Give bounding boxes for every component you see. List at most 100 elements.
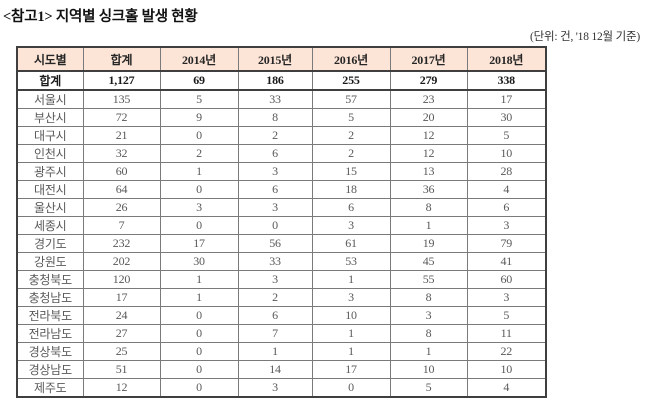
region-label: 전라북도 [16, 306, 84, 325]
total-value: 186 [237, 70, 313, 91]
table-row: 전라북도 24 0 6 10 3 5 [16, 306, 547, 325]
region-label: 세종시 [16, 216, 84, 235]
year-value: 17 [159, 234, 239, 253]
year-value: 232 [82, 234, 161, 253]
year-value: 6 [466, 198, 547, 217]
year-value: 7 [82, 216, 161, 235]
table-row: 경기도 232 17 56 61 19 79 [16, 234, 547, 253]
year-value: 24 [82, 306, 161, 325]
table-row: 경상북도 25 0 1 1 1 22 [16, 342, 547, 361]
region-label: 광주시 [16, 162, 84, 181]
column-header-total: 합계 [82, 46, 161, 72]
year-value: 10 [389, 360, 468, 379]
total-value: 69 [159, 70, 239, 91]
year-value: 135 [82, 89, 161, 109]
year-value: 6 [311, 198, 391, 217]
year-value: 51 [82, 360, 161, 379]
year-value: 8 [237, 108, 313, 127]
year-value: 3 [159, 198, 239, 217]
region-label: 강원도 [16, 252, 84, 271]
year-value: 3 [237, 162, 313, 181]
table-row: 충청남도 17 1 2 3 8 3 [16, 288, 547, 307]
year-value: 12 [389, 126, 468, 145]
year-value: 6 [237, 180, 313, 199]
year-value: 18 [311, 180, 391, 199]
year-value: 0 [159, 360, 239, 379]
region-label: 충청북도 [16, 270, 84, 289]
sinkhole-table: 시도별 합계 2014년 2015년 2016년 2017년 2018년 합계 … [16, 46, 547, 398]
year-value: 5 [311, 108, 391, 127]
year-value: 1 [311, 270, 391, 289]
year-value: 0 [159, 126, 239, 145]
table-row: 광주시 60 1 3 15 13 28 [16, 162, 547, 181]
year-value: 2 [237, 126, 313, 145]
year-value: 5 [389, 378, 468, 398]
table-row: 울산시 26 3 3 6 8 6 [16, 198, 547, 217]
year-value: 79 [466, 234, 547, 253]
year-value: 30 [466, 108, 547, 127]
year-value: 33 [237, 89, 313, 109]
year-value: 2 [237, 288, 313, 307]
year-value: 5 [466, 126, 547, 145]
year-value: 0 [159, 342, 239, 361]
year-value: 41 [466, 252, 547, 271]
year-value: 56 [237, 234, 313, 253]
region-label: 충청남도 [16, 288, 84, 307]
year-value: 8 [389, 324, 468, 343]
year-value: 20 [389, 108, 468, 127]
year-value: 2 [311, 144, 391, 163]
table-row: 세종시 7 0 0 3 1 3 [16, 216, 547, 235]
year-value: 55 [389, 270, 468, 289]
region-label: 경기도 [16, 234, 84, 253]
table-row: 제주도 12 0 3 0 5 4 [16, 378, 547, 398]
unit-note: (단위: 건, '18 12월 기준) [530, 31, 640, 43]
column-header-2015: 2015년 [237, 46, 313, 72]
table-row: 강원도 202 30 33 53 45 41 [16, 252, 547, 271]
table-row: 인천시 32 2 6 2 12 10 [16, 144, 547, 163]
year-value: 1 [159, 270, 239, 289]
year-value: 36 [389, 180, 468, 199]
year-value: 3 [237, 270, 313, 289]
year-value: 8 [389, 288, 468, 307]
year-value: 6 [237, 306, 313, 325]
year-value: 25 [82, 342, 161, 361]
year-value: 17 [466, 89, 547, 109]
year-value: 2 [311, 126, 391, 145]
year-value: 11 [466, 324, 547, 343]
year-value: 19 [389, 234, 468, 253]
region-label: 전라남도 [16, 324, 84, 343]
year-value: 6 [237, 144, 313, 163]
region-label: 울산시 [16, 198, 84, 217]
year-value: 53 [311, 252, 391, 271]
year-value: 4 [466, 378, 547, 398]
year-value: 3 [466, 216, 547, 235]
year-value: 5 [159, 89, 239, 109]
table-row: 충청북도 120 1 3 1 55 60 [16, 270, 547, 289]
region-label: 대전시 [16, 180, 84, 199]
region-label: 부산시 [16, 108, 84, 127]
region-label: 인천시 [16, 144, 84, 163]
year-value: 1 [389, 342, 468, 361]
total-row-label: 합계 [16, 70, 84, 91]
report-page: <참고1> 지역별 싱크홀 발생 현황 (단위: 건, '18 12월 기준) … [3, 9, 640, 398]
year-value: 12 [389, 144, 468, 163]
region-label: 경상남도 [16, 360, 84, 379]
table-row: 전라남도 27 0 7 1 8 11 [16, 324, 547, 343]
column-header-2014: 2014년 [159, 46, 239, 72]
header-row: 시도별 합계 2014년 2015년 2016년 2017년 2018년 [16, 46, 547, 72]
year-value: 0 [159, 180, 239, 199]
year-value: 22 [466, 342, 547, 361]
year-value: 0 [159, 306, 239, 325]
year-value: 3 [311, 288, 391, 307]
year-value: 10 [466, 360, 547, 379]
year-value: 28 [466, 162, 547, 181]
total-value: 255 [311, 70, 391, 91]
year-value: 32 [82, 144, 161, 163]
year-value: 15 [311, 162, 391, 181]
year-value: 1 [237, 342, 313, 361]
year-value: 9 [159, 108, 239, 127]
region-label: 경상북도 [16, 342, 84, 361]
year-value: 3 [237, 198, 313, 217]
year-value: 0 [159, 378, 239, 398]
year-value: 0 [237, 216, 313, 235]
